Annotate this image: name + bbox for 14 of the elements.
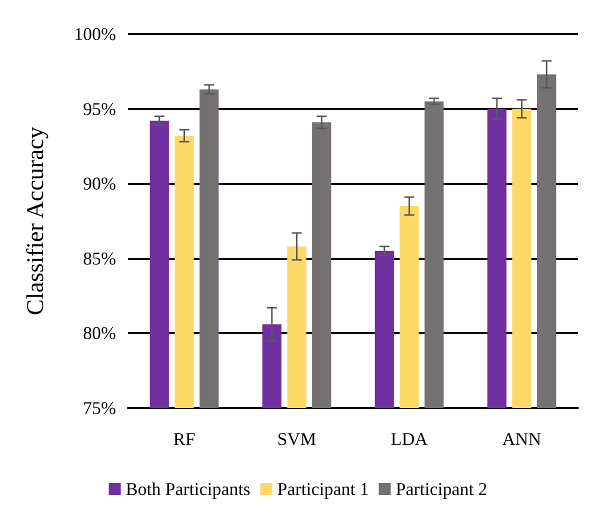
legend-label: Both Participants: [126, 479, 250, 499]
y-axis-title: Classifier Accuracy: [23, 126, 49, 316]
x-tick-label: RF: [173, 429, 196, 449]
y-tick-label: 100%: [74, 24, 116, 44]
y-tick-label: 95%: [83, 98, 116, 119]
legend-label: Participant 1: [277, 479, 369, 499]
y-tick-label: 80%: [83, 323, 116, 344]
x-tick-label: SVM: [277, 429, 316, 449]
y-tick-label: 85%: [83, 248, 116, 268]
x-tick-label: ANN: [502, 429, 542, 449]
legend-label: Participant 2: [396, 479, 488, 499]
y-tick-label: 90%: [83, 174, 116, 194]
x-tick-label: LDA: [390, 429, 428, 449]
y-tick-label: 75%: [83, 398, 116, 418]
